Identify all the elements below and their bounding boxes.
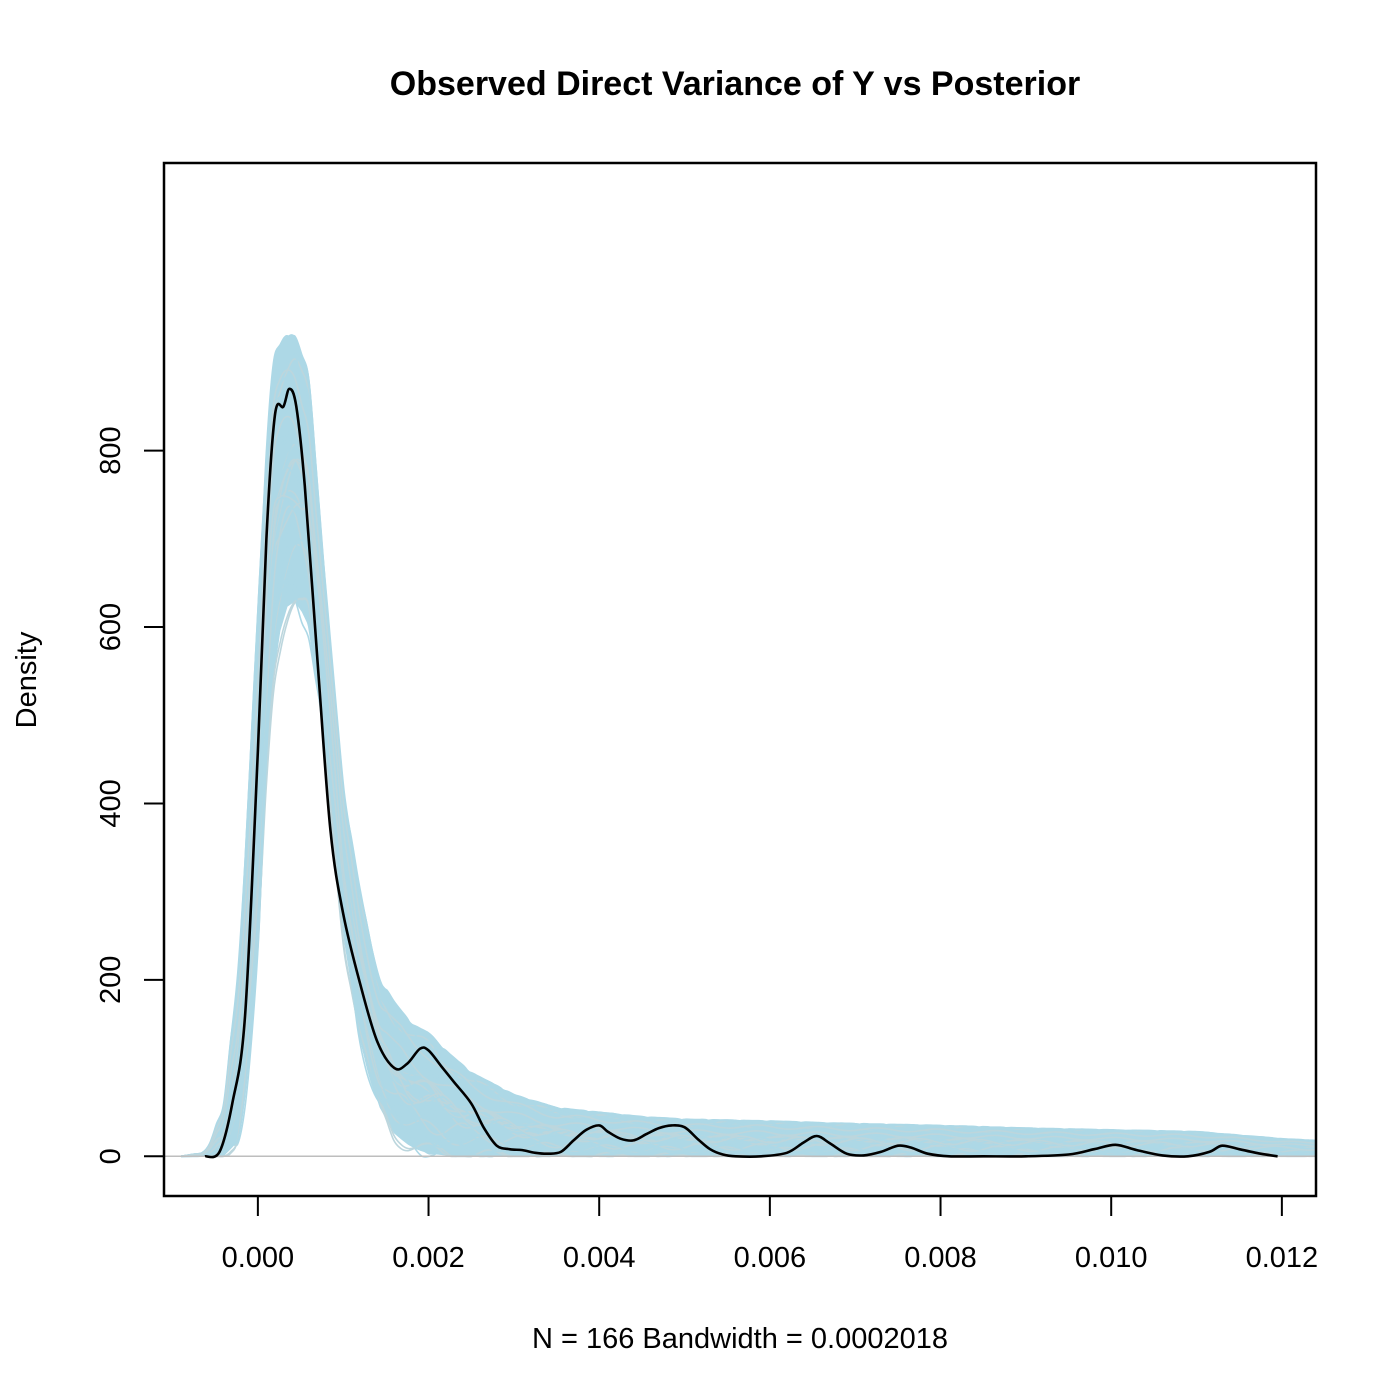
posterior-replicate-line <box>180 358 1316 1158</box>
posterior-replicate-line <box>181 459 1316 1158</box>
posterior-replicate-line <box>181 466 1316 1158</box>
y-tick-label: 800 <box>95 426 127 474</box>
posterior-replicate-line <box>180 390 1316 1158</box>
observed-density-line <box>204 387 1278 1159</box>
posterior-replicate-line <box>181 494 1316 1158</box>
x-tick-label: 0.000 <box>222 1242 295 1274</box>
posterior-replicates <box>180 334 1316 1158</box>
posterior-replicate-line <box>180 370 1316 1158</box>
posterior-replicate-line <box>181 435 1316 1158</box>
y-tick-label: 0 <box>95 1148 127 1164</box>
observed-density-layer <box>204 387 1278 1159</box>
posterior-envelope <box>181 334 1316 1157</box>
posterior-replicate-line <box>180 380 1316 1158</box>
posterior-replicate-line <box>181 458 1316 1158</box>
x-tick-label: 0.012 <box>1246 1242 1319 1274</box>
plot-frame <box>162 161 1318 1198</box>
posterior-replicate-line <box>181 415 1316 1158</box>
posterior-replicate-line <box>180 418 1316 1158</box>
posterior-replicate-line <box>181 585 1316 1158</box>
posterior-replicate-line <box>181 500 1316 1158</box>
x-axis: 0.000 0.002 0.004 0.006 0.008 0.010 0.012 <box>222 1195 1319 1274</box>
chart-title: Observed Direct Variance of Y vs Posteri… <box>390 65 1080 103</box>
posterior-replicate-line <box>181 496 1316 1158</box>
x-tick-label: 0.010 <box>1075 1242 1148 1274</box>
posterior-replicate-line <box>181 440 1316 1158</box>
posterior-replicate-line <box>180 334 1316 1158</box>
x-tick-label: 0.002 <box>392 1242 465 1274</box>
posterior-replicate-line <box>180 369 1316 1158</box>
x-tick-label: 0.004 <box>563 1242 636 1274</box>
x-axis-label: N = 166 Bandwidth = 0.0002018 <box>532 1323 948 1355</box>
y-axis: 0 200 400 600 800 <box>95 426 165 1164</box>
posterior-replicate-line <box>181 430 1316 1158</box>
posterior-replicate-line <box>181 443 1316 1158</box>
y-tick-label: 600 <box>95 603 127 651</box>
posterior-replicate-line <box>181 434 1316 1158</box>
posterior-replicate-line <box>180 334 1316 1158</box>
posterior-replicate-line <box>181 458 1316 1158</box>
y-tick-label: 200 <box>95 956 127 1004</box>
x-tick-label: 0.008 <box>904 1242 977 1274</box>
y-axis-label: Density <box>11 631 43 728</box>
posterior-replicate-line <box>181 489 1316 1158</box>
y-tick-label: 400 <box>95 779 127 827</box>
posterior-replicate-line <box>181 505 1316 1158</box>
posterior-replicate-line <box>181 538 1316 1158</box>
posterior-replicate-line <box>180 398 1316 1158</box>
posterior-replicate-line <box>181 475 1316 1158</box>
posterior-replicate-line <box>180 353 1316 1158</box>
posterior-replicate-line <box>181 468 1316 1158</box>
x-tick-label: 0.006 <box>734 1242 807 1274</box>
posterior-replicate-line <box>181 537 1316 1158</box>
